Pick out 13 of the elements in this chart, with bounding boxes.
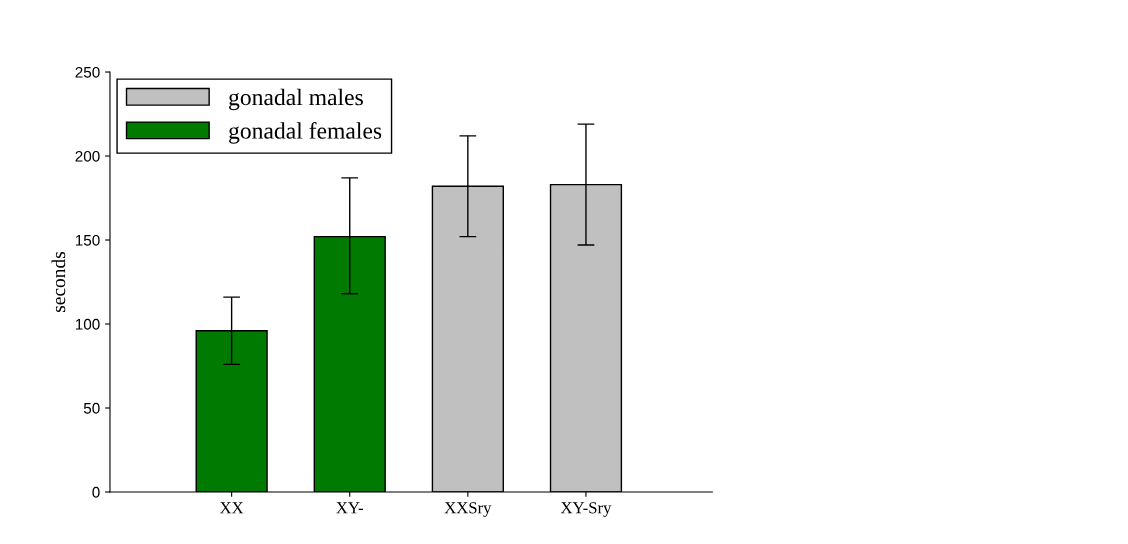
y-tick-label: 250 xyxy=(75,66,100,78)
legend-label: gonadal females xyxy=(229,121,382,144)
x-tick-label: XY- xyxy=(336,502,364,514)
y-tick-label: 200 xyxy=(75,150,100,162)
y-axis-title: seconds xyxy=(51,251,66,312)
y-tick-label: 50 xyxy=(83,402,100,414)
x-tick-label: XY-Sry xyxy=(560,502,612,517)
x-tick-label: XX xyxy=(219,502,244,514)
y-tick-label: 100 xyxy=(75,318,100,330)
y-tick-label: 150 xyxy=(75,234,100,246)
y-tick-label: 0 xyxy=(92,486,100,498)
x-tick-label: XXSry xyxy=(444,502,492,517)
legend-label: gonadal males xyxy=(229,88,363,111)
